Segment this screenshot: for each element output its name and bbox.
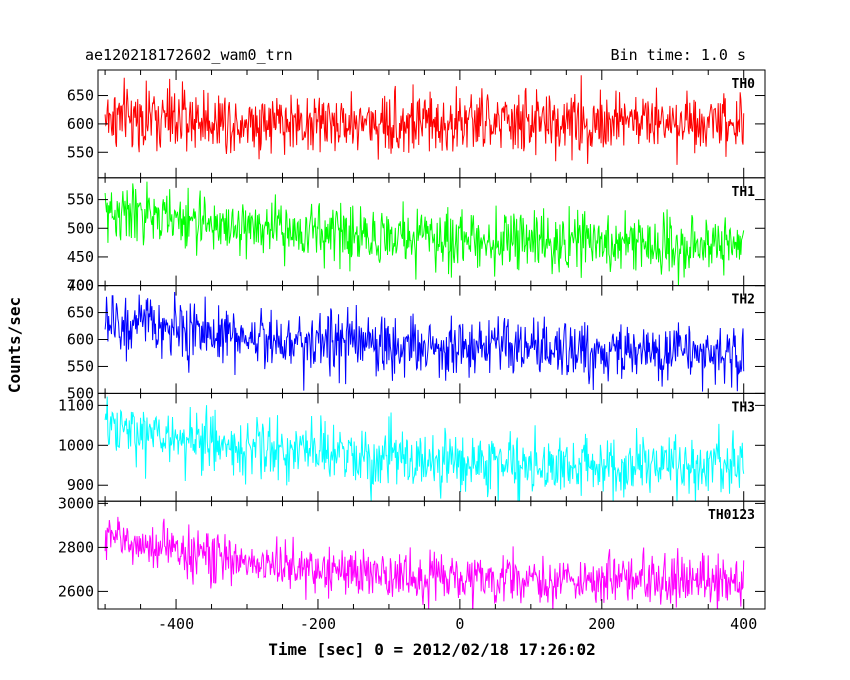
x-axis-label: Time [sec] 0 = 2012/02/18 17:26:02 (268, 640, 596, 659)
panel-frame-th0123 (97, 500, 766, 610)
y-tick-label: 600 (67, 115, 94, 133)
y-tick-label: 500 (67, 219, 94, 237)
series-line-th3 (104, 396, 745, 502)
x-tick-labels: -400 -200 0 200 400 (158, 615, 757, 633)
panel-name-th3: TH3 (732, 400, 755, 415)
y-tick-label: 600 (67, 331, 94, 349)
y-tick-label: 650 (67, 87, 94, 105)
y-tick-label: 1100 (58, 396, 94, 414)
panel-name-th0: TH0 (732, 77, 756, 92)
x-tick-label: 400 (730, 615, 757, 633)
y-tick-label: 450 (67, 248, 94, 266)
y-tick-label: 550 (67, 143, 94, 161)
series-line-th1 (104, 181, 745, 286)
series-line-th0123 (104, 516, 745, 610)
x-tick-label: 0 (455, 615, 464, 633)
y-tick-label: 3000 (58, 494, 94, 512)
panel-frame-th3 (97, 392, 766, 502)
y-tick-label: 2600 (58, 582, 94, 600)
x-tick-label: 200 (588, 615, 615, 633)
x-tick-label: -400 (158, 615, 194, 633)
panel-name-th2: TH2 (732, 293, 755, 308)
y-tick-label: 700 (67, 277, 94, 295)
panels-group: 550 600 650 TH0 400 450 500 550 TH1 500 550 600 650 7… (58, 69, 766, 610)
chart-title: ae120218172602_wam0_trn (85, 46, 293, 64)
y-tick-label: 900 (67, 476, 94, 494)
y-tick-label: 550 (67, 191, 94, 209)
x-tick-label: -200 (300, 615, 336, 633)
y-tick-label: 500 (67, 384, 94, 402)
y-tick-label: 650 (67, 304, 94, 322)
panel-name-th0123: TH0123 (708, 508, 755, 523)
series-line-th0 (104, 75, 745, 165)
y-axis-label: Counts/sec (5, 297, 24, 393)
series-line-th2 (104, 292, 745, 392)
panel-name-th1: TH1 (732, 185, 756, 200)
y-tick-label: 1000 (58, 436, 94, 454)
bin-time-label: Bin time: 1.0 s (611, 46, 746, 64)
y-tick-label: 550 (67, 357, 94, 375)
y-tick-label: 2800 (58, 538, 94, 556)
y-tick-label: 400 (67, 277, 94, 295)
